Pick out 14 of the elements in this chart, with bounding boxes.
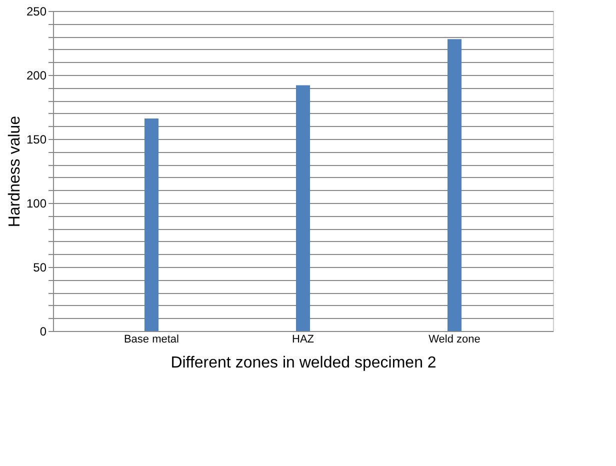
y-axis-title: Hardness value <box>6 116 24 228</box>
y-tick-label: 250 <box>26 4 47 18</box>
x-tick-label: Base metal <box>124 334 179 346</box>
bar <box>296 85 310 331</box>
y-tick-label: 150 <box>26 132 47 146</box>
y-tick-label: 200 <box>26 68 47 82</box>
x-axis-title: Different zones in welded specimen 2 <box>170 354 436 372</box>
x-tick-label: HAZ <box>292 334 314 346</box>
bar <box>448 39 462 331</box>
x-tick-label: Weld zone <box>428 334 480 346</box>
y-tick-label: 0 <box>40 324 47 338</box>
y-tick-label: 50 <box>33 260 47 274</box>
y-tick-label: 100 <box>26 196 47 210</box>
bar <box>144 118 158 331</box>
